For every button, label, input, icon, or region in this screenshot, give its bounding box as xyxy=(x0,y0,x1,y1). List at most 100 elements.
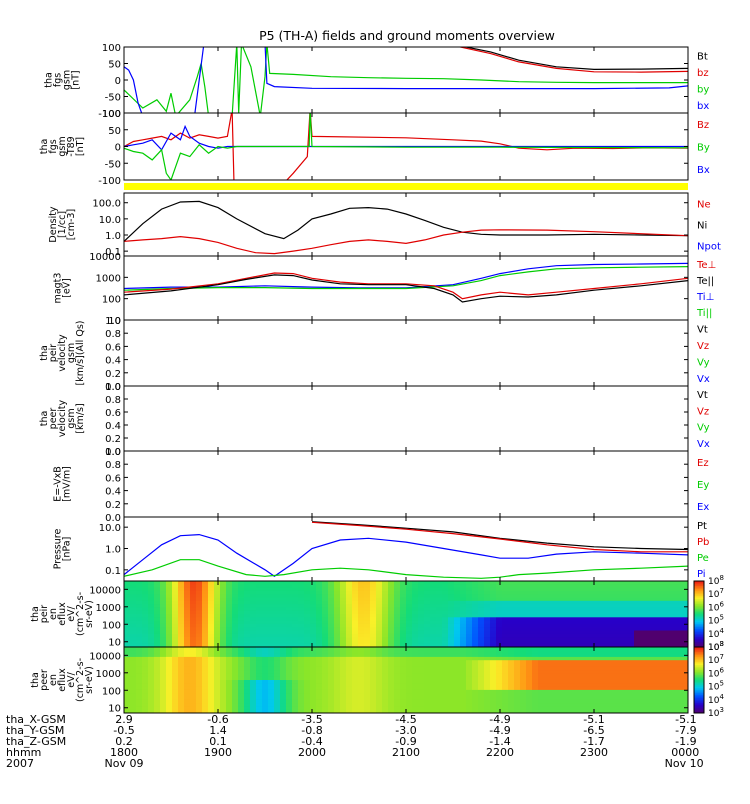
heatmap-cell xyxy=(178,680,185,684)
heatmap-cell xyxy=(322,660,329,665)
heatmap-cell xyxy=(316,683,323,688)
heatmap-cell xyxy=(232,610,239,615)
heatmap-cell xyxy=(634,633,641,638)
heatmap-cell xyxy=(226,703,233,707)
heatmap-cell xyxy=(160,594,167,599)
heatmap-cell xyxy=(502,623,509,628)
heatmap-cell xyxy=(532,699,539,704)
heatmap-cell xyxy=(400,610,407,615)
heatmap-cell xyxy=(562,590,569,595)
heatmap-cell xyxy=(466,683,473,688)
heatmap-cell xyxy=(520,656,527,661)
heatmap-cell xyxy=(586,689,593,694)
heatmap-cell xyxy=(454,670,461,674)
heatmap-cell xyxy=(262,706,269,711)
heatmap-cell xyxy=(310,670,317,674)
heatmap-cell xyxy=(328,643,335,647)
heatmap-cell xyxy=(220,584,227,589)
heatmap-cell xyxy=(520,673,527,678)
heatmap-cell xyxy=(574,633,581,638)
heatmap-cell xyxy=(292,706,299,711)
heatmap-cell xyxy=(220,587,227,592)
heatmap-cell xyxy=(358,584,365,589)
heatmap-cell xyxy=(280,617,287,622)
colorbar-swatch xyxy=(694,600,704,603)
heatmap-cell xyxy=(454,696,461,701)
heatmap-cell xyxy=(124,627,131,632)
heatmap-cell xyxy=(622,590,629,595)
heatmap-cell xyxy=(664,683,671,688)
colorbar-swatch xyxy=(694,628,704,631)
heatmap-cell xyxy=(436,620,443,625)
heatmap-cell xyxy=(508,703,515,707)
heatmap-cell xyxy=(196,620,203,625)
heatmap-cell xyxy=(334,683,341,688)
heatmap-cell xyxy=(610,699,617,704)
heatmap-cell xyxy=(292,614,299,618)
heatmap-cell xyxy=(160,604,167,608)
heatmap-cell xyxy=(646,594,653,599)
heatmap-cell xyxy=(508,617,515,622)
heatmap-cell xyxy=(322,656,329,661)
heatmap-cell xyxy=(232,623,239,628)
heatmap-cell xyxy=(556,637,563,641)
heatmap-cell xyxy=(580,676,587,681)
heatmap-cell xyxy=(508,600,515,605)
heatmap-cell xyxy=(406,643,413,647)
heatmap-cell xyxy=(598,627,605,632)
heatmap-cell xyxy=(238,689,245,694)
heatmap-cell xyxy=(412,663,419,668)
colorbar-swatch xyxy=(694,590,704,594)
heatmap-cell xyxy=(202,686,209,691)
heatmap-cell xyxy=(478,600,485,605)
heatmap-cell xyxy=(382,630,389,635)
heatmap-cell xyxy=(178,699,185,704)
heatmap-cell xyxy=(208,630,215,635)
heatmap-cell xyxy=(580,660,587,665)
heatmap-cell xyxy=(598,683,605,688)
heatmap-cell xyxy=(136,676,143,681)
heatmap-cell xyxy=(634,627,641,632)
heatmap-cell xyxy=(214,614,221,618)
heatmap-cell xyxy=(496,584,503,589)
ephemeris-value: 2.9 xyxy=(115,713,133,726)
heatmap-cell xyxy=(484,584,491,589)
heatmap-cell xyxy=(352,643,359,647)
heatmap-cell xyxy=(646,673,653,678)
colorbar-swatch xyxy=(694,647,704,650)
heatmap-cell xyxy=(154,653,161,658)
heatmap-cell xyxy=(310,650,317,655)
heatmap-cell xyxy=(160,683,167,688)
heatmap-cell xyxy=(640,660,647,665)
heatmap-cell xyxy=(670,590,677,595)
heatmap-cell xyxy=(262,663,269,668)
heatmap-cell xyxy=(184,607,191,612)
heatmap-cell xyxy=(592,663,599,668)
heatmap-cell xyxy=(220,614,227,618)
heatmap-cell xyxy=(388,640,395,645)
heatmap-cell xyxy=(394,607,401,612)
heatmap-cell xyxy=(538,600,545,605)
heatmap-cell xyxy=(250,653,257,658)
heatmap-cell xyxy=(388,650,395,655)
heatmap-cell xyxy=(424,581,431,585)
heatmap-cell xyxy=(226,666,233,671)
heatmap-cell xyxy=(676,660,683,665)
heatmap-cell xyxy=(352,706,359,711)
heatmap-cell xyxy=(664,686,671,691)
heatmap-cell xyxy=(496,696,503,701)
heatmap-cell xyxy=(580,673,587,678)
heatmap-cell xyxy=(262,643,269,647)
heatmap-cell xyxy=(640,627,647,632)
heatmap-cell xyxy=(592,637,599,641)
heatmap-cell xyxy=(256,581,263,585)
heatmap-cell xyxy=(364,699,371,704)
heatmap-cell xyxy=(430,683,437,688)
heatmap-cell xyxy=(190,709,197,713)
heatmap-cell xyxy=(484,590,491,595)
heatmap-cell xyxy=(268,696,275,701)
heatmap-cell xyxy=(346,637,353,641)
heatmap-cell xyxy=(556,607,563,612)
heatmap-cell xyxy=(676,600,683,605)
heatmap-cell xyxy=(214,660,221,665)
